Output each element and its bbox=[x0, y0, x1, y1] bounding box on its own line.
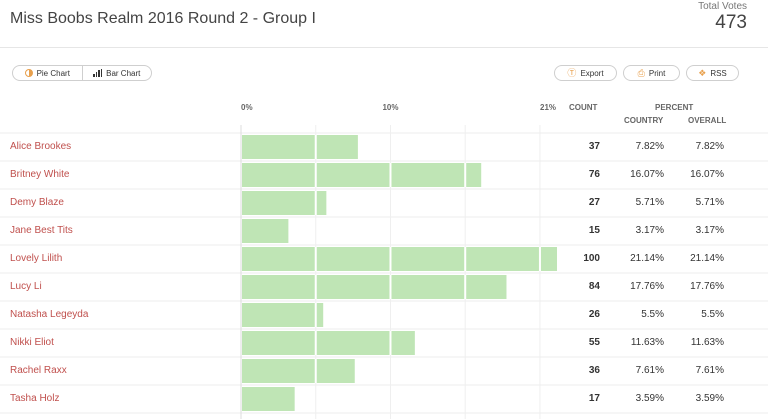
candidate-name[interactable]: Lucy Li bbox=[10, 281, 42, 292]
country-percent: 5.5% bbox=[641, 309, 664, 320]
bar bbox=[242, 359, 355, 383]
vote-count: 37 bbox=[588, 141, 600, 152]
x-tick-label: 21% bbox=[540, 103, 557, 112]
candidate-name[interactable]: Tasha Holz bbox=[10, 393, 60, 404]
overall-percent: 16.07% bbox=[690, 169, 724, 180]
candidate-name[interactable]: Alice Brookes bbox=[10, 141, 72, 152]
poll-header: Miss Boobs Realm 2016 Round 2 - Group I … bbox=[0, 0, 768, 48]
overall-percent: 5.5% bbox=[701, 309, 724, 320]
vote-count: 27 bbox=[588, 197, 600, 208]
country-percent: 5.71% bbox=[635, 197, 664, 208]
bar-chart-label: Bar Chart bbox=[106, 68, 141, 78]
candidate-name[interactable]: Rachel Raxx bbox=[10, 365, 67, 376]
export-icon: Ⓣ bbox=[567, 67, 577, 78]
vote-count: 76 bbox=[588, 169, 600, 180]
overall-percent: 5.71% bbox=[695, 197, 724, 208]
country-percent: 11.63% bbox=[630, 337, 664, 348]
total-votes-value: 473 bbox=[715, 12, 747, 33]
candidate-name[interactable]: Britney White bbox=[10, 169, 70, 180]
bar bbox=[242, 191, 327, 215]
export-button[interactable]: Ⓣ Export bbox=[554, 65, 617, 81]
candidate-name[interactable]: Nikki Eliot bbox=[10, 337, 54, 348]
pie-chart-button[interactable]: Pie Chart bbox=[13, 66, 82, 80]
vote-count: 84 bbox=[588, 281, 600, 292]
candidate-name[interactable]: Demy Blaze bbox=[10, 197, 64, 208]
country-percent: 7.61% bbox=[635, 365, 664, 376]
print-button[interactable]: ⎙ Print bbox=[623, 65, 680, 81]
print-label: Print bbox=[648, 68, 666, 78]
print-icon: ⎙ bbox=[637, 67, 645, 78]
bar bbox=[242, 247, 557, 271]
action-buttons: Ⓣ Export ⎙ Print ❖ RSS bbox=[554, 65, 739, 81]
bar-chart-button[interactable]: Bar Chart bbox=[81, 66, 152, 80]
candidate-name[interactable]: Lovely Lilith bbox=[10, 253, 63, 264]
overall-percent: 3.17% bbox=[695, 225, 724, 236]
bar bbox=[242, 135, 358, 159]
x-tick-label: 0% bbox=[241, 103, 253, 112]
rss-label: RSS bbox=[710, 68, 727, 78]
country-percent: 21.14% bbox=[630, 253, 664, 264]
country-percent: 3.17% bbox=[635, 225, 664, 236]
bar bbox=[242, 219, 289, 243]
overall-percent: 7.61% bbox=[695, 365, 724, 376]
country-percent: 7.82% bbox=[635, 141, 664, 152]
country-column-header: COUNTRY bbox=[624, 116, 664, 125]
total-votes-label: Total Votes bbox=[698, 1, 747, 12]
chart-type-toggle: Pie Chart Bar Chart bbox=[12, 65, 152, 81]
bar bbox=[242, 275, 507, 299]
bar bbox=[242, 163, 482, 187]
vote-count: 36 bbox=[588, 365, 600, 376]
country-percent: 3.59% bbox=[635, 393, 664, 404]
overall-column-header: OVERALL bbox=[688, 116, 727, 125]
bar bbox=[242, 387, 295, 411]
bar bbox=[242, 303, 324, 327]
x-tick-label: 10% bbox=[382, 103, 399, 112]
overall-percent: 11.63% bbox=[690, 337, 724, 348]
overall-percent: 21.14% bbox=[690, 253, 724, 264]
pie-chart-icon bbox=[24, 69, 33, 77]
page-title: Miss Boobs Realm 2016 Round 2 - Group I bbox=[10, 10, 316, 27]
vote-count: 100 bbox=[583, 253, 600, 264]
overall-percent: 17.76% bbox=[690, 281, 724, 292]
rss-button[interactable]: ❖ RSS bbox=[686, 65, 739, 81]
country-percent: 16.07% bbox=[630, 169, 664, 180]
vote-count: 15 bbox=[588, 225, 600, 236]
country-percent: 17.76% bbox=[630, 281, 664, 292]
count-column-header: COUNT bbox=[569, 103, 598, 112]
bar-chart-icon bbox=[93, 69, 103, 77]
vote-count: 17 bbox=[588, 393, 600, 404]
overall-percent: 3.59% bbox=[695, 393, 724, 404]
vote-count: 26 bbox=[588, 309, 600, 320]
bar bbox=[242, 331, 415, 355]
vote-count: 55 bbox=[588, 337, 600, 348]
candidate-name[interactable]: Jane Best Tits bbox=[10, 225, 73, 236]
candidate-name[interactable]: Natasha Legeyda bbox=[10, 309, 89, 320]
rss-icon: ❖ bbox=[698, 67, 707, 78]
overall-percent: 7.82% bbox=[695, 141, 724, 152]
pie-chart-label: Pie Chart bbox=[36, 68, 70, 78]
export-label: Export bbox=[580, 68, 604, 78]
percent-column-header: PERCENT bbox=[655, 103, 694, 112]
